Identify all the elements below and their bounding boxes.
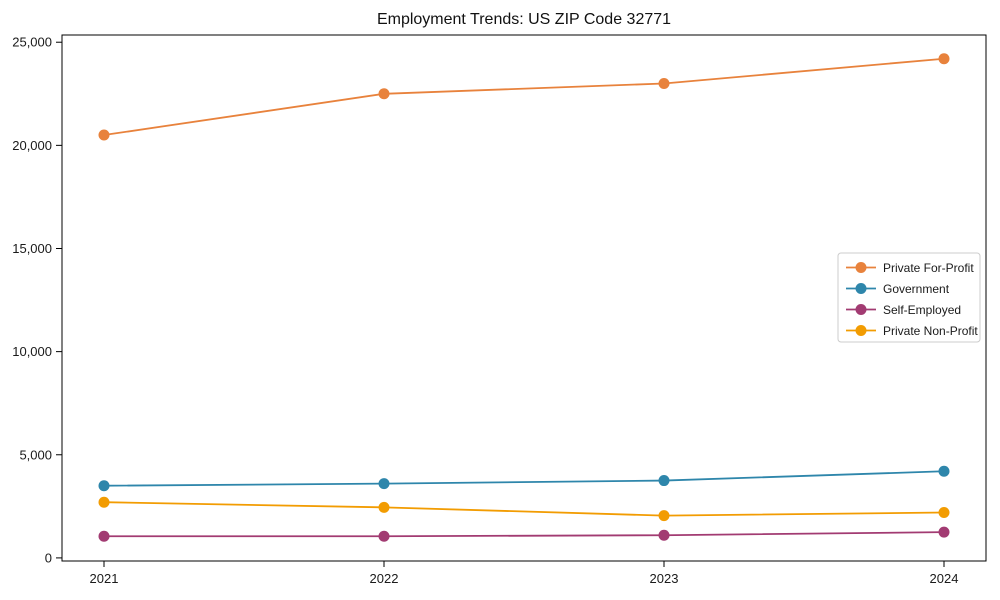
data-point-government	[658, 475, 670, 487]
plot-border	[61, 34, 987, 562]
y-tick-label: 10,000	[12, 344, 52, 359]
y-tick-label: 15,000	[12, 241, 52, 256]
y-tick-label: 20,000	[12, 138, 52, 153]
data-point-government	[378, 478, 390, 490]
chart-title: Employment Trends: US ZIP Code 32771	[376, 11, 672, 28]
series-line-private-for-profit	[103, 57, 945, 136]
x-tick-label: 2022	[370, 571, 399, 586]
y-tick-label: 0	[45, 550, 52, 565]
series-line-government	[103, 470, 945, 487]
legend-marker-private-non-profit	[855, 325, 867, 336]
x-tick-label: 2024	[930, 571, 959, 586]
legend-marker-self-employed	[855, 304, 867, 315]
legend-box	[837, 252, 981, 343]
data-point-government	[98, 480, 110, 492]
data-point-self-employed	[378, 530, 390, 542]
y-tick-label: 25,000	[12, 35, 52, 50]
series-line-self-employed	[104, 531, 945, 538]
data-point-private-for-profit	[98, 129, 110, 141]
series-line-private-non-profit	[103, 501, 945, 517]
data-point-government	[938, 465, 950, 477]
data-point-self-employed	[938, 526, 950, 538]
x-tick-label: 2023	[650, 571, 679, 586]
legend-marker-government	[855, 283, 867, 294]
data-point-self-employed	[98, 530, 110, 542]
legend-label-private-for-profit: Private For-Profit	[883, 261, 974, 275]
legend-label-self-employed: Self-Employed	[883, 303, 961, 317]
data-point-self-employed	[658, 529, 670, 541]
x-tick-label: 2021	[90, 571, 119, 586]
y-tick-label: 5,000	[19, 447, 52, 462]
data-point-private-for-profit	[378, 88, 390, 100]
data-point-private-non-profit	[98, 496, 110, 508]
legend-label-government: Government	[883, 282, 950, 296]
data-point-private-non-profit	[938, 507, 950, 519]
legend-marker-private-for-profit	[855, 262, 867, 273]
data-point-private-for-profit	[938, 53, 950, 65]
legend-label-private-non-profit: Private Non-Profit	[883, 324, 978, 338]
data-point-private-for-profit	[658, 77, 670, 89]
data-point-private-non-profit	[658, 510, 670, 522]
data-point-private-non-profit	[378, 501, 390, 513]
